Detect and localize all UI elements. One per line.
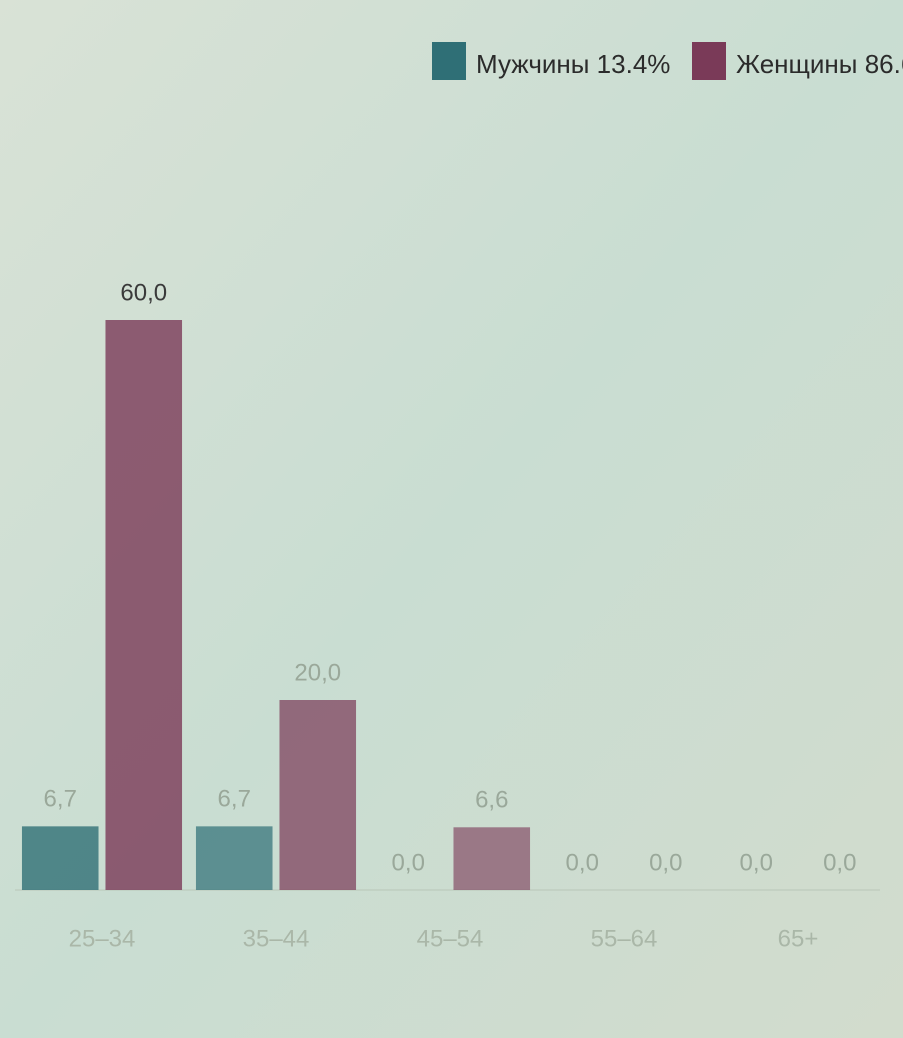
bar	[195, 826, 273, 890]
value-label: 60,0	[120, 279, 167, 306]
value-label: 0,0	[649, 849, 682, 876]
value-label: 0,0	[566, 849, 599, 876]
value-label: 0,0	[823, 849, 856, 876]
bar	[21, 826, 99, 890]
x-tick-label: 35–44	[243, 925, 310, 952]
x-tick-label: 25–34	[69, 925, 136, 952]
x-tick-label: 65+	[778, 925, 819, 952]
legend-label: Женщины 86.6%	[736, 49, 903, 79]
legend-swatch	[432, 42, 466, 80]
legend-swatch	[692, 42, 726, 80]
value-label: 20,0	[294, 659, 341, 686]
value-label: 0,0	[392, 849, 425, 876]
x-tick-label: 45–54	[417, 925, 484, 952]
bar	[105, 320, 183, 890]
value-label: 0,0	[740, 849, 773, 876]
value-label: 6,7	[218, 786, 251, 813]
legend-label: Мужчины 13.4%	[476, 49, 670, 79]
x-tick-label: 55–64	[591, 925, 658, 952]
bar	[279, 700, 357, 890]
bar	[453, 827, 531, 890]
value-label: 6,6	[475, 787, 508, 814]
value-label: 6,7	[44, 786, 77, 813]
